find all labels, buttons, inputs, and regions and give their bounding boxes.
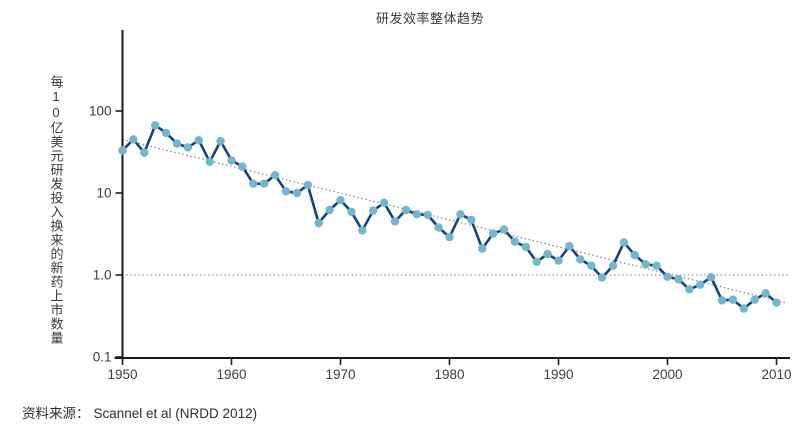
y-axis-label: 每10亿美元研发投入换来的新药上市数量	[42, 44, 70, 376]
data-point	[728, 295, 738, 304]
data-point	[576, 255, 585, 264]
x-tick-label: 1950	[107, 367, 137, 382]
data-point	[521, 242, 530, 252]
data-point	[554, 256, 563, 265]
data-point	[194, 136, 203, 145]
data-point	[379, 198, 389, 207]
data-point	[161, 128, 171, 138]
data-point	[750, 295, 759, 304]
data-point	[499, 225, 509, 234]
data-point	[129, 135, 138, 144]
data-point	[325, 205, 334, 215]
data-point	[456, 210, 465, 219]
data-point	[488, 229, 498, 238]
x-tick-label: 2010	[761, 367, 791, 382]
y-tick-label: 100	[89, 104, 112, 119]
data-point	[510, 237, 520, 246]
data-point	[652, 261, 661, 270]
x-tick-label: 1970	[325, 367, 355, 382]
data-point	[314, 218, 323, 228]
data-point	[772, 298, 781, 307]
data-point	[467, 215, 476, 225]
data-point	[663, 272, 672, 281]
data-point	[183, 143, 193, 152]
data-point	[434, 223, 443, 232]
data-point	[445, 232, 454, 242]
data-point	[238, 162, 247, 171]
data-point	[717, 296, 727, 305]
data-point	[369, 206, 378, 215]
data-point	[641, 260, 650, 269]
data-point	[216, 136, 225, 146]
source-citation: Scannel et al (NRDD 2012)	[93, 406, 258, 421]
data-point	[260, 179, 269, 188]
x-tick-label: 2000	[652, 367, 682, 382]
data-point	[532, 257, 541, 266]
data-point	[685, 285, 694, 294]
data-point	[205, 157, 214, 166]
data-point	[390, 217, 400, 226]
data-point	[423, 210, 432, 220]
data-point	[172, 139, 182, 148]
data-point	[565, 241, 574, 251]
data-point	[249, 179, 258, 188]
data-point	[118, 146, 127, 155]
x-tick-label: 1990	[543, 367, 573, 382]
x-tick-label: 1980	[434, 367, 464, 382]
data-point	[630, 250, 639, 260]
data-point	[608, 261, 618, 270]
y-tick-label: 1.0	[93, 268, 112, 283]
y-tick-label: 0.1	[93, 350, 112, 365]
data-point	[696, 280, 705, 289]
y-tick-label: 10	[96, 186, 111, 201]
source-line: 资料来源： Scannel et al (NRDD 2012)	[22, 402, 257, 422]
data-point	[347, 207, 356, 216]
data-point	[303, 180, 312, 190]
data-point	[674, 275, 683, 284]
data-point	[270, 171, 280, 180]
chart-title: 研发效率整体趋势	[375, 11, 484, 26]
x-tick-label: 1960	[216, 367, 246, 382]
data-point	[412, 210, 421, 219]
data-point	[739, 304, 748, 313]
data-point	[478, 244, 487, 253]
data-point	[706, 273, 716, 282]
trend-dotted-line	[122, 138, 786, 304]
data-point	[401, 205, 411, 215]
data-point	[227, 156, 236, 165]
data-point	[597, 273, 607, 282]
data-point	[292, 188, 302, 198]
data-point	[151, 121, 160, 130]
source-label: 资料来源：	[22, 406, 90, 421]
y-axis-label-text: 每10亿美元研发投入换来的新药上市数量	[48, 75, 64, 345]
data-point	[140, 148, 149, 157]
data-point	[358, 226, 367, 235]
data-point	[587, 261, 596, 270]
data-point	[281, 187, 291, 196]
data-point	[761, 289, 770, 298]
data-point	[619, 238, 629, 247]
data-point	[336, 195, 345, 205]
data-point	[543, 249, 552, 259]
